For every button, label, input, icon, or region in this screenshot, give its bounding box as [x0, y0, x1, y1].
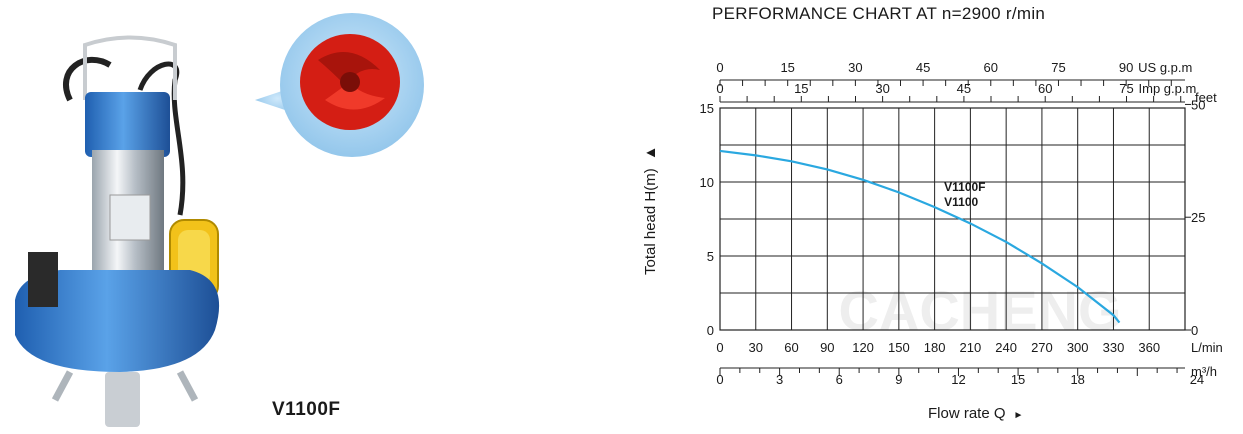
imp-gpm-tick-label: 45 — [957, 81, 971, 96]
x-tick-label: 0 — [716, 340, 723, 355]
imp-gpm-tick-label: 0 — [716, 81, 723, 96]
series-label: V1100 — [944, 195, 978, 209]
us-gpm-unit-label: US g.p.m — [1138, 60, 1192, 75]
x-axis-title: Flow rate Q ► — [928, 405, 1023, 422]
x-axis-label: Flow rate Q — [928, 405, 1006, 422]
x-tick-label: 240 — [995, 340, 1017, 355]
m3h-tick-label: 12 — [951, 372, 965, 387]
m3h-tick-label: 15 — [1011, 372, 1025, 387]
series-label: V1100F — [944, 180, 985, 194]
x-tick-label: 90 — [820, 340, 834, 355]
imp-gpm-tick-label: 15 — [794, 81, 808, 96]
us-gpm-tick-label: 60 — [984, 60, 998, 75]
imp-gpm-unit-label: Imp g.p.m — [1139, 81, 1197, 96]
x-tick-label: 300 — [1067, 340, 1089, 355]
x-unit-label: L/min — [1191, 340, 1223, 355]
y-axis-label: Total head H(m) — [642, 168, 659, 275]
grid — [719, 107, 1186, 331]
y-tick-label: 5 — [707, 249, 714, 264]
right-unit-label: feet — [1195, 90, 1217, 105]
x-tick-label: 30 — [749, 340, 763, 355]
right-tick-label: 50 — [1191, 97, 1205, 112]
m3h-unit-label: m³/h — [1191, 364, 1217, 379]
pump-illustration — [15, 13, 424, 427]
performance-chart: CACHENG Total head H(m)▲ Flow rate Q ► V1… — [642, 60, 1223, 422]
model-label: V1100F — [272, 399, 341, 420]
x-tick-label: 180 — [924, 340, 946, 355]
x-tick-label: 330 — [1103, 340, 1125, 355]
x-tick-label: 210 — [960, 340, 982, 355]
us-gpm-tick-label: 0 — [716, 60, 723, 75]
x-tick-label: 270 — [1031, 340, 1053, 355]
right-tick-label: 0 — [1191, 323, 1198, 338]
us-gpm-tick-label: 30 — [848, 60, 862, 75]
imp-gpm-tick-label: 60 — [1038, 81, 1052, 96]
y-tick-label: 15 — [700, 101, 714, 116]
x-tick-label: 150 — [888, 340, 910, 355]
us-gpm-tick-label: 15 — [780, 60, 794, 75]
y-tick-label: 10 — [700, 175, 714, 190]
cable-icon — [63, 57, 112, 102]
imp-gpm-tick-label: 30 — [875, 81, 889, 96]
us-gpm-tick-label: 90 — [1119, 60, 1133, 75]
chart-title: PERFORMANCE CHART AT n=2900 r/min — [712, 4, 1046, 23]
y-axis-title: Total head H(m)▲ — [642, 145, 659, 275]
right-tick-label: 25 — [1191, 210, 1205, 225]
imp-gpm-tick-label: 75 — [1119, 81, 1133, 96]
watermark-text: CACHENG — [838, 279, 1121, 342]
m3h-tick-label: 18 — [1070, 372, 1084, 387]
m3h-tick-label: 24 — [1190, 372, 1204, 387]
x-tick-label: 60 — [784, 340, 798, 355]
x-tick-label: 120 — [852, 340, 874, 355]
m3h-tick-label: 0 — [716, 372, 723, 387]
axes — [719, 79, 1191, 376]
m3h-tick-label: 6 — [836, 372, 843, 387]
m3h-tick-label: 9 — [895, 372, 902, 387]
y-tick-label: 0 — [707, 323, 714, 338]
us-gpm-tick-label: 75 — [1051, 60, 1065, 75]
m3h-tick-label: 3 — [776, 372, 783, 387]
us-gpm-tick-label: 45 — [916, 60, 930, 75]
x-tick-label: 360 — [1138, 340, 1160, 355]
